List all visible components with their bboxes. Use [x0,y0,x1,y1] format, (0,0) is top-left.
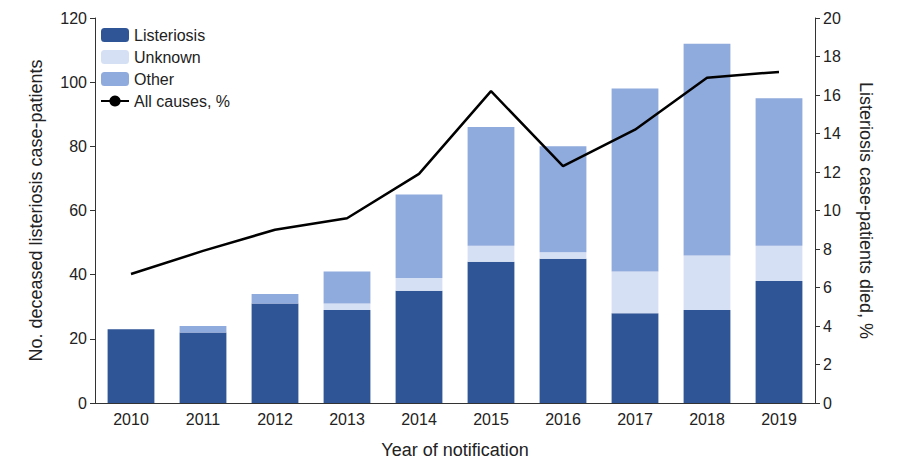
svg-text:2: 2 [823,356,832,373]
svg-text:Listeriosis case-patients died: Listeriosis case-patients died, % [856,82,876,339]
svg-text:Other: Other [134,71,175,88]
svg-text:2016: 2016 [545,411,581,428]
svg-text:18: 18 [823,48,841,65]
svg-text:Unknown: Unknown [134,49,201,66]
svg-text:2017: 2017 [617,411,653,428]
svg-text:2018: 2018 [689,411,725,428]
svg-text:Listeriosis: Listeriosis [134,27,205,44]
svg-text:100: 100 [60,74,87,91]
svg-text:6: 6 [823,279,832,296]
svg-text:20: 20 [69,330,87,347]
svg-text:No. deceased listeriosis case-: No. deceased listeriosis case-patients [26,59,46,361]
svg-text:14: 14 [823,125,841,142]
svg-text:40: 40 [69,266,87,283]
svg-text:Year of notification: Year of notification [381,440,528,460]
svg-text:0: 0 [823,395,832,412]
svg-text:2011: 2011 [186,411,221,428]
svg-text:All causes, %: All causes, % [134,93,230,110]
svg-text:80: 80 [69,138,87,155]
svg-text:2012: 2012 [257,411,293,428]
svg-text:0: 0 [78,395,87,412]
svg-text:2010: 2010 [113,411,149,428]
svg-text:2014: 2014 [401,411,437,428]
svg-text:20: 20 [823,10,841,27]
svg-text:12: 12 [823,164,841,181]
svg-text:120: 120 [60,10,87,27]
svg-text:60: 60 [69,202,87,219]
svg-text:16: 16 [823,87,841,104]
svg-text:2013: 2013 [329,411,365,428]
svg-text:2015: 2015 [473,411,509,428]
svg-text:4: 4 [823,318,832,335]
svg-text:8: 8 [823,241,832,258]
svg-text:2019: 2019 [761,411,797,428]
svg-text:10: 10 [823,202,841,219]
